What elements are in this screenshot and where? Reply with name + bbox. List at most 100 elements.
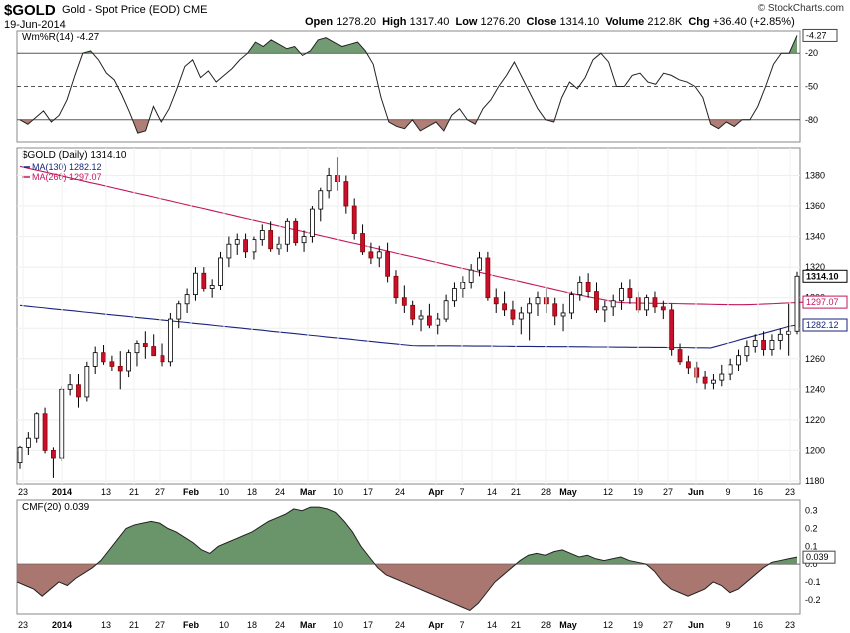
candle-up [711,379,716,384]
candle-down [159,355,165,363]
candle-up [535,297,541,305]
candle-down [293,220,299,244]
price-tick-label: 1360 [805,201,825,211]
wr-line [19,35,798,134]
cmf-x-label: 7 [459,620,464,630]
chart-description: Gold - Spot Price (EOD) CME [62,4,208,16]
candle-down [677,349,683,363]
candle-up [84,365,90,398]
cmf-tick-label: 0.2 [805,524,818,534]
cmf-title: CMF(20) 0.039 [22,502,90,513]
price-x-label: 7 [459,487,464,497]
cmf-last-value: 0.039 [806,552,829,562]
candle-up [67,384,73,390]
candle-down [142,343,148,347]
high-value: 1317.40 [409,16,450,28]
wr-tick-label: -50 [805,82,818,92]
candle-down [360,233,365,253]
ma130-last-box [802,318,848,332]
cmf-x-label: 27 [663,620,673,630]
price-tick-label: 1220 [805,415,825,425]
price-x-label: 18 [247,487,257,497]
cmf-last-box [802,550,836,564]
candle-down [702,376,708,384]
candle-up [752,340,758,347]
price-x-label: 9 [725,487,730,497]
cmf-x-label: 9 [725,620,730,630]
candle-up [34,413,40,439]
cmf-x-label: 23 [18,620,28,630]
price-x-label: 16 [753,487,763,497]
candle-up [619,288,624,302]
cmf-negative-area [17,564,797,611]
ma260-last-value: 1297.07 [806,297,839,307]
price-tick-label: 1180 [805,476,824,486]
price-x-label: 10 [219,487,229,497]
candle-down [368,251,374,259]
ma130-last-value: 1282.12 [806,320,839,330]
cmf-x-label: 23 [785,620,795,630]
candle-up [326,175,332,192]
candle-up [193,272,198,296]
price-x-label: 21 [511,487,521,497]
candle-down [502,303,507,311]
candle-up [569,294,574,314]
close-last-value: 1314.10 [806,271,839,281]
price-x-label: 14 [487,487,497,497]
price-x-label: 27 [663,487,673,497]
candle-up [126,352,132,372]
candle-up [209,285,215,289]
candle-up [184,294,190,305]
candle-up [376,251,382,259]
candle-up [318,190,324,210]
ma130-legend-label: MA(130) 1282.12 [32,162,102,172]
cmf-x-label: 21 [129,620,139,630]
cmf-x-label: Feb [183,620,200,630]
candle-down [652,297,658,308]
candle-down [426,315,432,326]
candle-up [727,364,733,375]
cmf-x-label: 12 [603,620,613,630]
candle-up [418,315,424,320]
cmf-x-label: Mar [300,620,317,630]
candle-down [351,205,357,234]
candle-down [117,365,123,372]
candle-down [510,309,516,320]
candle-down [585,281,591,292]
candle-up [452,288,457,302]
wr-title: Wm%R(14) -4.27 [22,32,100,43]
price-x-label: 10 [333,487,343,497]
close-value: 1314.10 [559,16,600,28]
candle-up [777,333,783,341]
cmf-x-label: Jun [688,620,704,630]
price-x-label: Apr [428,487,444,497]
candle-down [101,352,106,363]
candle-down [410,304,416,320]
candle-down [201,272,207,289]
candle-up [284,220,290,245]
open-label: Open [305,16,334,28]
chart-symbol: $GOLD [4,2,56,19]
candle-down [42,413,48,451]
candle-down [51,449,56,459]
candle-up [310,208,315,237]
candle-down [660,306,666,311]
candle-up [577,281,583,296]
candle-up [167,318,173,363]
candle-down [493,297,499,305]
cmf-tick-label: 0.1 [805,541,818,551]
candle-up [518,312,524,320]
close-label: Close [526,16,557,28]
cmf-tick-label: -0.1 [805,577,821,587]
price-x-label: 21 [129,487,139,497]
price-title: $GOLD (Daily) 1314.10 [22,150,127,161]
cmf-tick-label: 0.3 [805,506,818,516]
candle-down [243,239,248,253]
candle-down [343,181,349,207]
price-x-label: 27 [155,487,165,497]
exchange-text: CME [183,4,208,16]
chg-label: Chg [688,16,710,28]
candle-up [477,257,482,271]
candle-up [17,446,23,464]
candle-up [560,312,566,317]
